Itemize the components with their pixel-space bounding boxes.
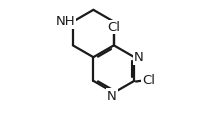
Text: N: N [134,51,144,64]
Text: NH: NH [56,15,75,28]
Text: Cl: Cl [142,74,155,87]
Text: N: N [107,90,117,103]
Text: Cl: Cl [107,21,120,34]
